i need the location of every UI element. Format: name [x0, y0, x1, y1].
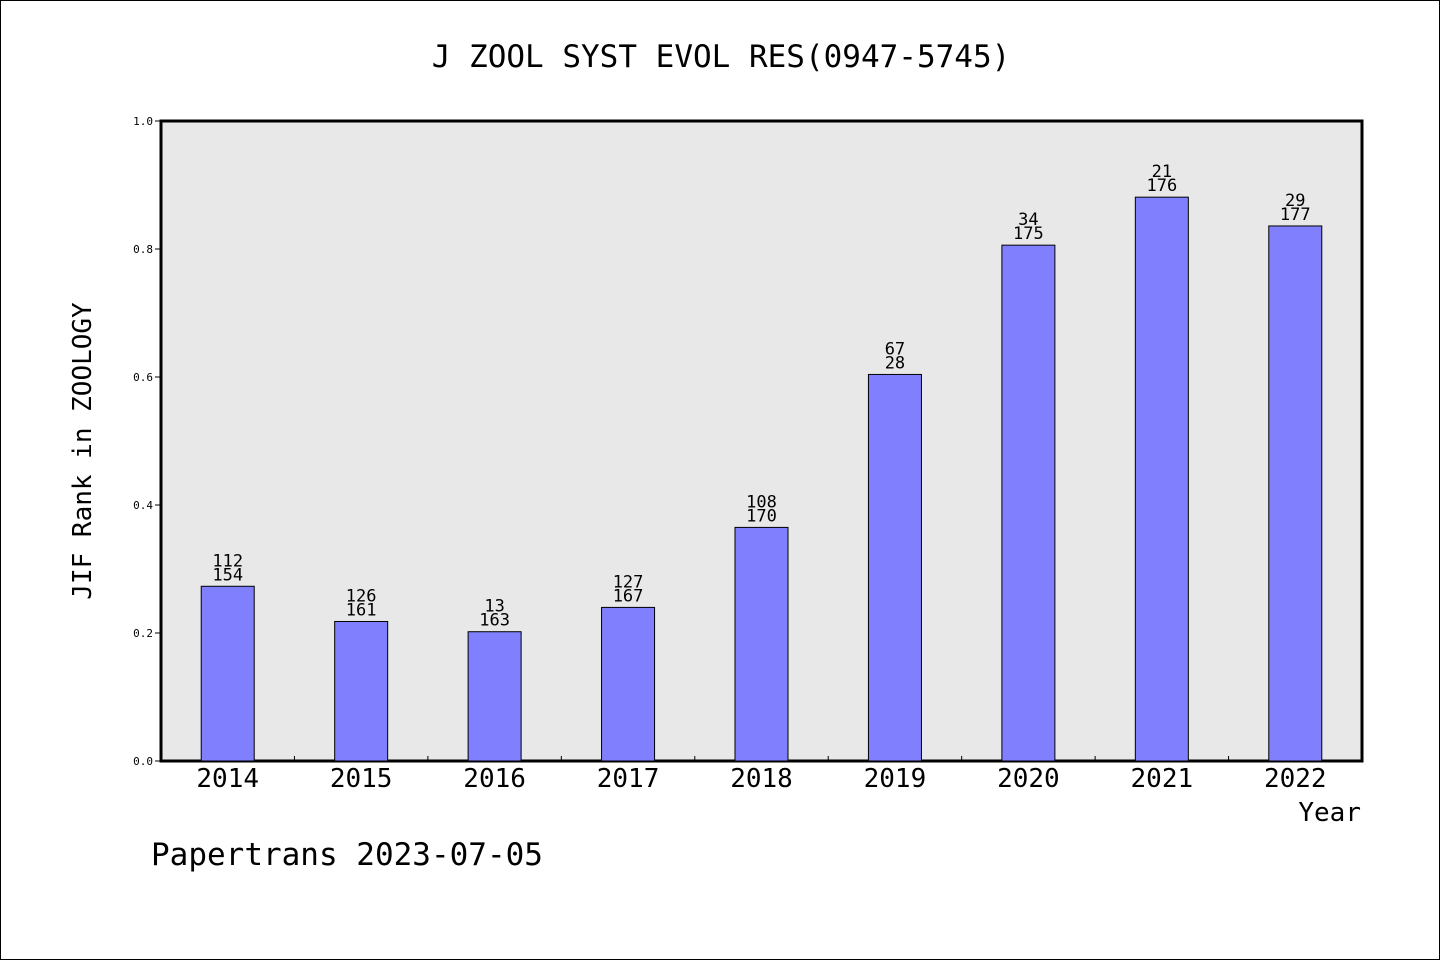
- bar-2017: [601, 606, 656, 762]
- x-tick-label: 2014: [196, 764, 259, 794]
- bar-2014: [200, 585, 255, 762]
- x-tick-label: 2015: [330, 764, 393, 794]
- y-tick-label: 0.6: [133, 371, 153, 384]
- x-tick-label: 2016: [463, 764, 526, 794]
- rank-label: 126: [346, 586, 377, 606]
- total-label: 176: [1146, 176, 1177, 196]
- bar-2022: [1268, 225, 1323, 762]
- x-tick-label: 2020: [997, 764, 1060, 794]
- bar-2021: [1134, 196, 1189, 762]
- bar-2015: [334, 620, 389, 762]
- bar-2016: [467, 631, 522, 762]
- total-label: 170: [746, 506, 777, 526]
- y-axis: 0.0 0.2 0.4 0.6 0.8 1.0: [133, 115, 161, 768]
- total-label: 167: [613, 586, 644, 606]
- x-tick-label: 2022: [1264, 764, 1327, 794]
- x-tick-label: 2021: [1131, 764, 1194, 794]
- bar-2020: [1001, 244, 1056, 762]
- rank-label: 21: [1152, 162, 1172, 182]
- total-label: 28: [885, 353, 905, 373]
- x-axis: 2014 2015 2016 2017 2018 2019 2020 2021 2022: [196, 756, 1327, 794]
- total-label: 163: [479, 611, 510, 631]
- rank-label: 13: [484, 597, 504, 617]
- x-axis-label: Year: [1298, 798, 1361, 828]
- total-label: 154: [212, 565, 243, 585]
- y-axis-label: JIF Rank in ZOOLOGY: [68, 302, 98, 600]
- total-label: 175: [1013, 224, 1044, 244]
- x-tick-label: 2019: [864, 764, 927, 794]
- total-label: 161: [346, 600, 377, 620]
- chart-title: J ZOOL SYST EVOL RES(0947-5745): [432, 39, 1011, 75]
- y-tick-label: 0.8: [133, 243, 153, 256]
- x-tick-label: 2018: [730, 764, 793, 794]
- rank-label: 112: [212, 551, 243, 571]
- rank-label: 67: [885, 339, 905, 359]
- footer-credit: Papertrans 2023-07-05: [151, 837, 543, 873]
- y-tick-label: 0.4: [133, 499, 153, 512]
- y-tick-label: 0.2: [133, 627, 153, 640]
- rank-label: 127: [613, 572, 644, 592]
- bar-2019: [867, 373, 922, 762]
- y-tick-label: 0.0: [133, 755, 153, 768]
- rank-label: 34: [1018, 210, 1038, 230]
- bars-group: [200, 196, 1323, 762]
- y-tick-label: 1.0: [133, 115, 153, 128]
- rank-label: 108: [746, 492, 777, 512]
- total-label: 177: [1280, 205, 1311, 225]
- x-tick-label: 2017: [597, 764, 660, 794]
- bar-2018: [734, 526, 789, 762]
- rank-label: 29: [1285, 191, 1305, 211]
